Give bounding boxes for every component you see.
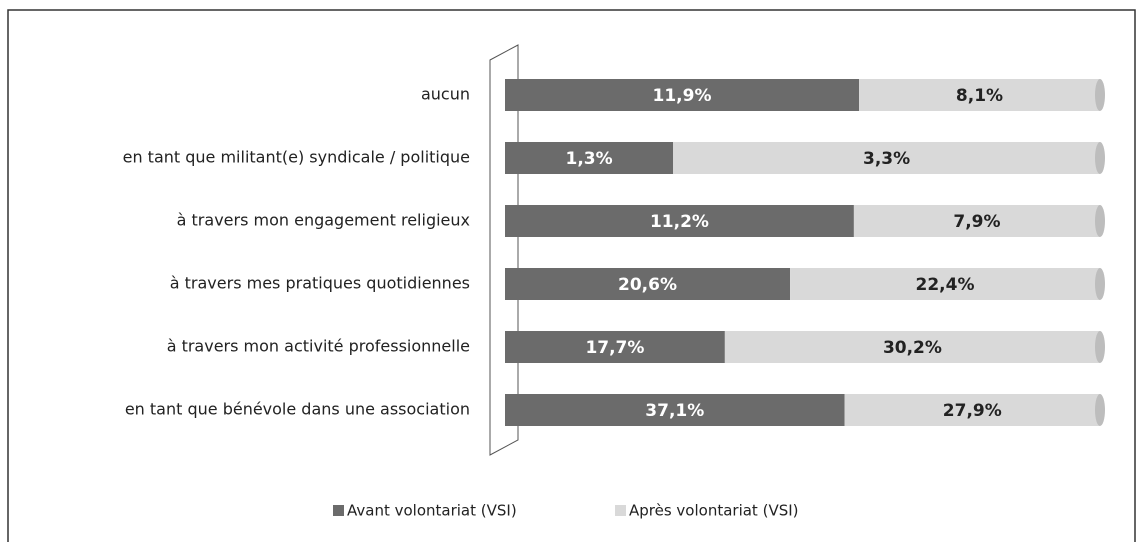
category-label: à travers mon activité professionnelle: [167, 337, 470, 356]
bar-segment: [853, 205, 1100, 237]
bar-segment: [859, 79, 1100, 111]
value-label: 11,2%: [650, 212, 709, 232]
bar-segment: [790, 268, 1100, 300]
bar-end: [1095, 331, 1105, 363]
bar-end: [1095, 394, 1105, 426]
axis-plane: [489, 44, 519, 456]
bar-segment: [505, 331, 725, 363]
value-label: 22,4%: [916, 275, 975, 295]
legend-label: Avant volontariat (VSI): [347, 502, 517, 520]
bar-segment: [724, 331, 1100, 363]
bar-segment: [505, 142, 674, 174]
category-label: en tant que militant(e) syndicale / poli…: [123, 148, 470, 167]
value-label: 8,1%: [956, 86, 1003, 106]
category-label: à travers mon engagement religieux: [177, 211, 470, 230]
value-label: 1,3%: [565, 149, 612, 169]
value-label: 37,1%: [645, 401, 704, 421]
value-label: 11,9%: [653, 86, 712, 106]
bar-end: [1095, 142, 1105, 174]
category-label: à travers mes pratiques quotidiennes: [170, 274, 470, 293]
legend-label: Après volontariat (VSI): [629, 502, 799, 520]
value-label: 30,2%: [883, 338, 942, 358]
value-label: 17,7%: [585, 338, 644, 358]
bar-segment: [844, 394, 1100, 426]
legend-swatch: [615, 505, 626, 516]
value-label: 20,6%: [618, 275, 677, 295]
bar-end: [1095, 205, 1105, 237]
value-label: 3,3%: [863, 149, 910, 169]
value-label: 7,9%: [953, 212, 1000, 232]
value-label: 27,9%: [943, 401, 1002, 421]
category-label: aucun: [421, 85, 470, 104]
bar-segment: [505, 268, 791, 300]
bar-segment: [673, 142, 1100, 174]
bar-end: [1095, 79, 1105, 111]
bar-segment: [505, 394, 845, 426]
legend-swatch: [333, 505, 344, 516]
bar-end: [1095, 268, 1105, 300]
bar-segment: [505, 205, 854, 237]
bar-segment: [505, 79, 860, 111]
category-label: en tant que bénévole dans une associatio…: [125, 400, 470, 419]
frame: [7, 9, 1136, 542]
